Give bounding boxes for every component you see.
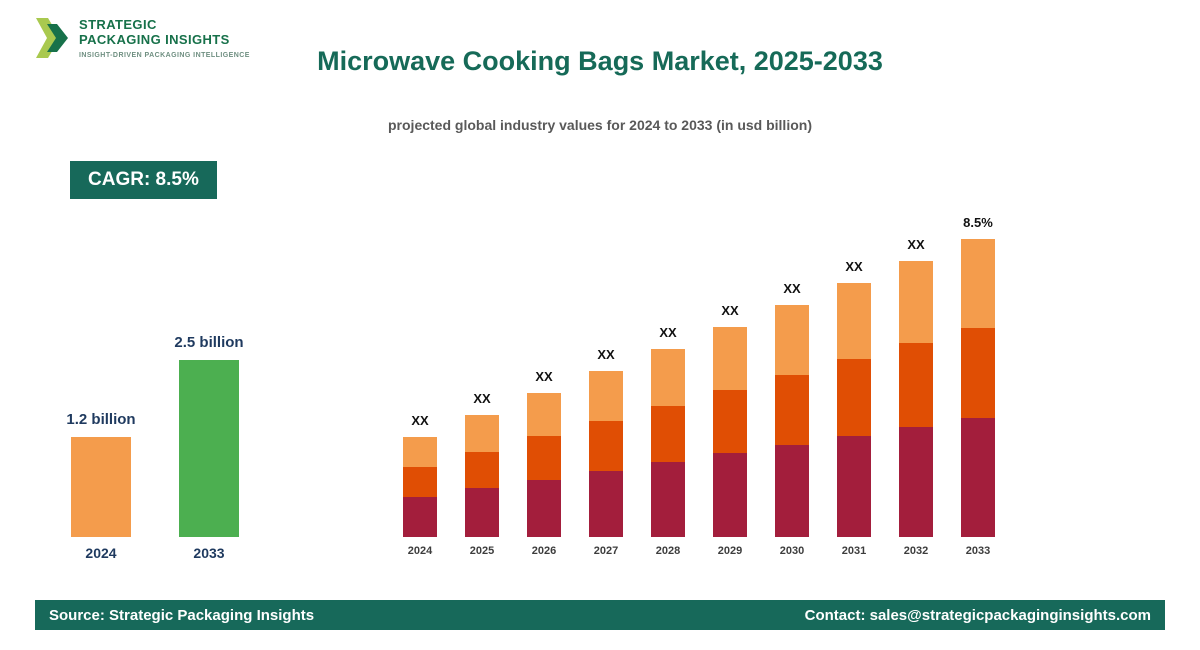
stacked-bar-group-2028: XX 2028 xyxy=(651,325,685,558)
bar-segment-top-2025 xyxy=(465,415,499,452)
brand-logo: STRATEGIC PACKAGING INSIGHTS INSIGHT-DRI… xyxy=(34,14,250,62)
bar-segment-middle-2025 xyxy=(465,451,499,489)
stacked-bar-year-label: 2028 xyxy=(655,545,681,557)
bar-segment-bottom-2026 xyxy=(527,479,561,537)
bar-segment-top-2032 xyxy=(899,261,933,344)
cagr-badge: CAGR: 8.5% xyxy=(70,161,217,199)
stacked-bar-2032 xyxy=(899,261,933,537)
summary-bar-group-2024: 1.2 billion 2024 xyxy=(62,411,140,562)
stacked-bar-value-label: XX xyxy=(535,369,553,384)
stacked-bar-group-2033: 8.5% 2033 xyxy=(961,215,995,558)
bar-segment-top-2028 xyxy=(651,349,685,406)
bar-segment-bottom-2032 xyxy=(899,427,933,537)
stacked-bar-2033 xyxy=(961,239,995,537)
bar-segment-middle-2030 xyxy=(775,374,809,445)
stacked-bar-2029 xyxy=(713,327,747,537)
stacked-bar-group-2024: XX 2024 xyxy=(403,413,437,558)
bar-segment-bottom-2029 xyxy=(713,453,747,537)
bar-segment-middle-2024 xyxy=(403,467,437,497)
summary-bar-year-label: 2033 xyxy=(193,545,225,561)
stacked-bar-year-label: 2027 xyxy=(593,545,619,557)
stacked-bar-year-label: 2030 xyxy=(779,545,805,557)
footer-bar: Source: Strategic Packaging Insights Con… xyxy=(35,600,1165,630)
summary-bar-2033 xyxy=(179,360,239,537)
stacked-bar-year-label: 2032 xyxy=(903,545,929,557)
stacked-bar-2027 xyxy=(589,371,623,537)
brand-text: STRATEGIC PACKAGING INSIGHTS INSIGHT-DRI… xyxy=(79,14,250,59)
summary-bar-value-label: 1.2 billion xyxy=(66,411,136,428)
stacked-bar-group-2027: XX 2027 xyxy=(589,347,623,558)
stacked-bar-value-label: XX xyxy=(597,347,615,362)
summary-bar-value-label: 2.5 billion xyxy=(174,334,244,351)
stacked-bar-2031 xyxy=(837,283,871,537)
bar-segment-bottom-2033 xyxy=(961,417,995,537)
bar-segment-bottom-2028 xyxy=(651,462,685,537)
bar-segment-middle-2027 xyxy=(589,420,623,471)
page-subtitle: projected global industry values for 202… xyxy=(388,117,812,133)
stacked-bar-year-label: 2029 xyxy=(717,545,743,557)
stacked-bar-year-label: 2031 xyxy=(841,545,867,557)
stacked-bar-2030 xyxy=(775,305,809,537)
footer-contact: Contact: sales@strategicpackaginginsight… xyxy=(804,606,1151,624)
stacked-bar-2028 xyxy=(651,349,685,537)
bar-segment-middle-2029 xyxy=(713,390,747,453)
bar-segment-middle-2033 xyxy=(961,328,995,418)
stacked-bar-group-2030: XX 2030 xyxy=(775,281,809,558)
stacked-bar-2024 xyxy=(403,437,437,537)
double-chevron-icon xyxy=(36,18,68,58)
brand-tagline: INSIGHT-DRIVEN PACKAGING INTELLIGENCE xyxy=(79,51,250,59)
bar-segment-middle-2032 xyxy=(899,343,933,428)
bar-segment-bottom-2030 xyxy=(775,444,809,537)
summary-bar-group-2033: 2.5 billion 2033 xyxy=(170,334,248,562)
bar-segment-top-2030 xyxy=(775,305,809,375)
bar-segment-bottom-2027 xyxy=(589,470,623,537)
bar-segment-top-2033 xyxy=(961,239,995,329)
bar-segment-top-2031 xyxy=(837,283,871,360)
stacked-bar-value-label: XX xyxy=(783,281,801,296)
stacked-bar-group-2026: XX 2026 xyxy=(527,369,561,558)
summary-bar-2024 xyxy=(71,437,131,537)
stacked-bar-year-label: 2026 xyxy=(531,545,557,557)
bar-segment-bottom-2024 xyxy=(403,497,437,537)
stacked-bar-value-label: XX xyxy=(473,391,491,406)
summary-bar-year-label: 2024 xyxy=(85,545,117,561)
stacked-bar-group-2031: XX 2031 xyxy=(837,259,871,558)
bar-segment-top-2027 xyxy=(589,371,623,421)
summary-bar-chart: 1.2 billion 2024 2.5 billion 2033 xyxy=(62,334,248,562)
footer-source: Source: Strategic Packaging Insights xyxy=(49,606,315,624)
stacked-bar-value-label: XX xyxy=(659,325,677,340)
bar-segment-top-2029 xyxy=(713,327,747,390)
stacked-bar-group-2032: XX 2032 xyxy=(899,237,933,558)
bar-segment-middle-2031 xyxy=(837,359,871,436)
stacked-bar-year-label: 2033 xyxy=(965,545,991,557)
bar-segment-bottom-2031 xyxy=(837,435,871,537)
stacked-bar-value-label: XX xyxy=(907,237,925,252)
brand-name-line2: PACKAGING INSIGHTS xyxy=(79,31,230,47)
stacked-bar-value-label: 8.5% xyxy=(963,215,993,230)
stacked-bar-year-label: 2024 xyxy=(407,545,433,557)
bar-segment-top-2026 xyxy=(527,393,561,436)
stacked-bar-2026 xyxy=(527,393,561,537)
bar-segment-top-2024 xyxy=(403,437,437,467)
stacked-bar-value-label: XX xyxy=(845,259,863,274)
stacked-bar-group-2025: XX 2025 xyxy=(465,391,499,558)
stacked-bar-value-label: XX xyxy=(411,413,429,428)
stacked-bar-year-label: 2025 xyxy=(469,545,495,557)
stacked-bar-chart: XX 2024 XX 2025 XX 2026 XX 2027 XX 2028 XX 2029 XX 20… xyxy=(403,215,995,558)
stacked-bar-group-2029: XX 2029 xyxy=(713,303,747,558)
brand-name-line1: STRATEGIC xyxy=(79,17,157,32)
stacked-bar-value-label: XX xyxy=(721,303,739,318)
bar-segment-middle-2026 xyxy=(527,435,561,480)
bar-segment-bottom-2025 xyxy=(465,488,499,537)
bar-segment-middle-2028 xyxy=(651,405,685,463)
stacked-bar-2025 xyxy=(465,415,499,537)
page-title: Microwave Cooking Bags Market, 2025-2033 xyxy=(317,46,883,76)
